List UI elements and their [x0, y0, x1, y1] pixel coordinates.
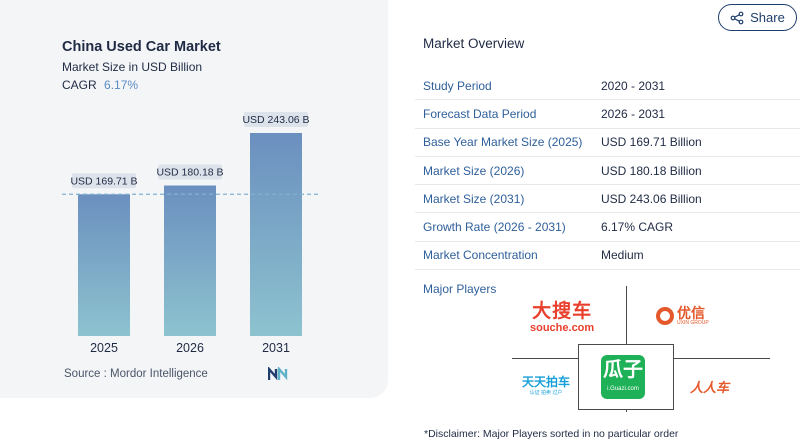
value-label-bg [158, 164, 222, 180]
overview-row-label: Market Size (2031) [423, 191, 525, 206]
overview-row-value: USD 180.18 Billion [601, 163, 702, 178]
chart-subtitle: Market Size in USD Billion [62, 60, 203, 74]
value-label-2025: USD 169.71 B [70, 173, 138, 189]
overview-row-value: USD 243.06 Billion [601, 191, 702, 206]
value-label-bg [72, 173, 136, 189]
overview-row: Market Size (2031) USD 243.06 Billion [415, 185, 800, 214]
souche-logo-url: souche.com [530, 322, 595, 334]
uxin-logo-sub: UXIN GROUP [677, 320, 709, 326]
overview-row-label: Base Year Market Size (2025) [423, 135, 583, 150]
source-text: Source : Mordor Intelligence [64, 368, 208, 380]
value-label-2026: USD 180.18 B [156, 164, 224, 180]
cagr-value: 6.17% [104, 78, 139, 92]
renrenche-logo: 人人车 [690, 380, 730, 395]
guazi-logo: 瓜子 i.Guazi.com [601, 355, 645, 399]
overview-row-value: 2020 - 2031 [601, 78, 666, 93]
uxin-logo-text: 优信 [677, 305, 705, 321]
overview-row: Study Period 2020 - 2031 [415, 72, 800, 101]
x-tick-label: 2026 [176, 341, 204, 355]
overview-row-value: Medium [601, 248, 644, 263]
overview-row: Market Concentration Medium [415, 242, 800, 271]
uxin-mark-icon [656, 307, 674, 325]
overview-row-value: USD 169.71 Billion [601, 135, 702, 150]
overview-row: Growth Rate (2026 - 2031) 6.17% CAGR [415, 213, 800, 242]
bar-chart: USD 169.71 B USD 180.18 B USD 243.06 B 2025… [62, 112, 320, 355]
x-tick-label: 2031 [262, 341, 290, 355]
cagr-row: CAGR 6.17% [62, 78, 138, 92]
source-value: Mordor Intelligence [110, 368, 208, 380]
mordor-intelligence-logo-icon [268, 367, 288, 381]
bar-2031 [250, 133, 302, 336]
major-players-title: Major Players [423, 282, 497, 296]
overview-row-value: 2026 - 2031 [601, 106, 666, 121]
souche-logo-text: 大搜车 [532, 301, 593, 322]
share-button[interactable]: Share [718, 4, 797, 31]
value-label-text: USD 169.71 B [70, 175, 137, 187]
chart-title: China Used Car Market [62, 39, 221, 55]
overview-row-label: Study Period [423, 78, 492, 93]
overview-row: Base Year Market Size (2025) USD 169.71 B… [415, 129, 800, 157]
overview-row-value: 6.17% CAGR [601, 220, 674, 235]
ttpaiche-logo-sub: 认证 拍卖 过户 [529, 390, 563, 396]
overview-row-label: Market Concentration [423, 248, 538, 263]
bar-2025 [78, 194, 130, 336]
guazi-logo-url: i.Guazi.com [607, 386, 639, 392]
overview-row-label: Growth Rate (2026 - 2031) [423, 220, 566, 235]
bar-2026 [164, 185, 216, 336]
uxin-logo: 优信 UXIN GROUP [656, 306, 709, 326]
chart-card: USD 169.71 B USD 180.18 B USD 243.06 B 2025… [0, 0, 388, 398]
share-label: Share [750, 10, 785, 25]
guazi-logo-text: 瓜子 [603, 359, 643, 381]
overview-row-label: Market Size (2026) [423, 163, 525, 178]
value-label-text: USD 243.06 B [242, 114, 309, 126]
cagr-label: CAGR [62, 78, 97, 92]
value-label-2031: USD 243.06 B [242, 112, 310, 127]
overview-table: Study Period 2020 - 2031 Forecast Data Per… [415, 72, 800, 271]
overview-title: Market Overview [423, 36, 525, 51]
share-icon [730, 11, 744, 24]
overview-row: Forecast Data Period 2026 - 2031 [415, 100, 800, 129]
source-label: Source : [64, 368, 107, 380]
value-label-bg [244, 112, 308, 127]
ttpaiche-logo: 天天拍车 认证 拍卖 过户 [522, 375, 570, 396]
overview-row: Market Size (2026) USD 180.18 Billion [415, 157, 800, 186]
overview-row-label: Forecast Data Period [423, 106, 537, 121]
disclaimer: *Disclaimer: Major Players sorted in no … [424, 428, 679, 440]
ttpaiche-logo-text: 天天拍车 [522, 375, 571, 389]
value-label-text: USD 180.18 B [156, 167, 223, 179]
x-tick-label: 2025 [90, 341, 118, 355]
souche-logo: 大搜车 souche.com [530, 301, 595, 335]
